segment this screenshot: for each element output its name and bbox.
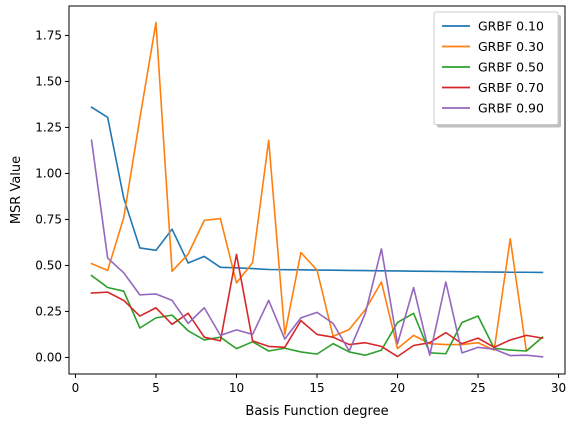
series-line-1 (90, 21, 544, 352)
series-line-4 (90, 139, 544, 358)
x-axis-label: Basis Function degree (245, 404, 388, 419)
series-lines (90, 21, 544, 358)
y-tick-label: 0.50 (35, 258, 62, 272)
x-tick-label: 10 (229, 381, 244, 395)
x-tick-label: 15 (309, 381, 324, 395)
series-line-3 (90, 253, 544, 358)
legend-label-0: GRBF 0.10 (478, 19, 544, 34)
y-tick-label: 0.00 (35, 350, 62, 364)
x-tick-label: 25 (470, 381, 485, 395)
y-tick-label: 0.75 (35, 212, 62, 226)
legend: GRBF 0.10 GRBF 0.30 GRBF 0.50 GRBF 0.70 GRBF… (433, 11, 561, 128)
legend-label-1: GRBF 0.30 (478, 39, 544, 54)
x-tick-label: 20 (390, 381, 405, 395)
y-tick-label: 0.25 (35, 304, 62, 318)
x-tick-label: 30 (551, 381, 566, 395)
y-tick-label: 1.75 (35, 28, 62, 42)
x-tick-label: 5 (152, 381, 160, 395)
legend-label-4: GRBF 0.90 (478, 101, 544, 116)
axes: 0 5 10 15 20 25 30 0.00 0.25 0.50 0.75 1.00 1.25 1.50… (35, 5, 566, 395)
legend-box (433, 11, 559, 125)
series-line-2 (90, 274, 544, 357)
legend-label-2: GRBF 0.50 (478, 60, 544, 75)
y-tick-label: 1.25 (35, 120, 62, 134)
y-tick-label: 1.50 (35, 74, 62, 88)
legend-label-3: GRBF 0.70 (478, 80, 544, 95)
y-axis-label: MSR Value (9, 156, 24, 224)
y-tick-label: 1.00 (35, 166, 62, 180)
x-tick-label: 0 (72, 381, 80, 395)
